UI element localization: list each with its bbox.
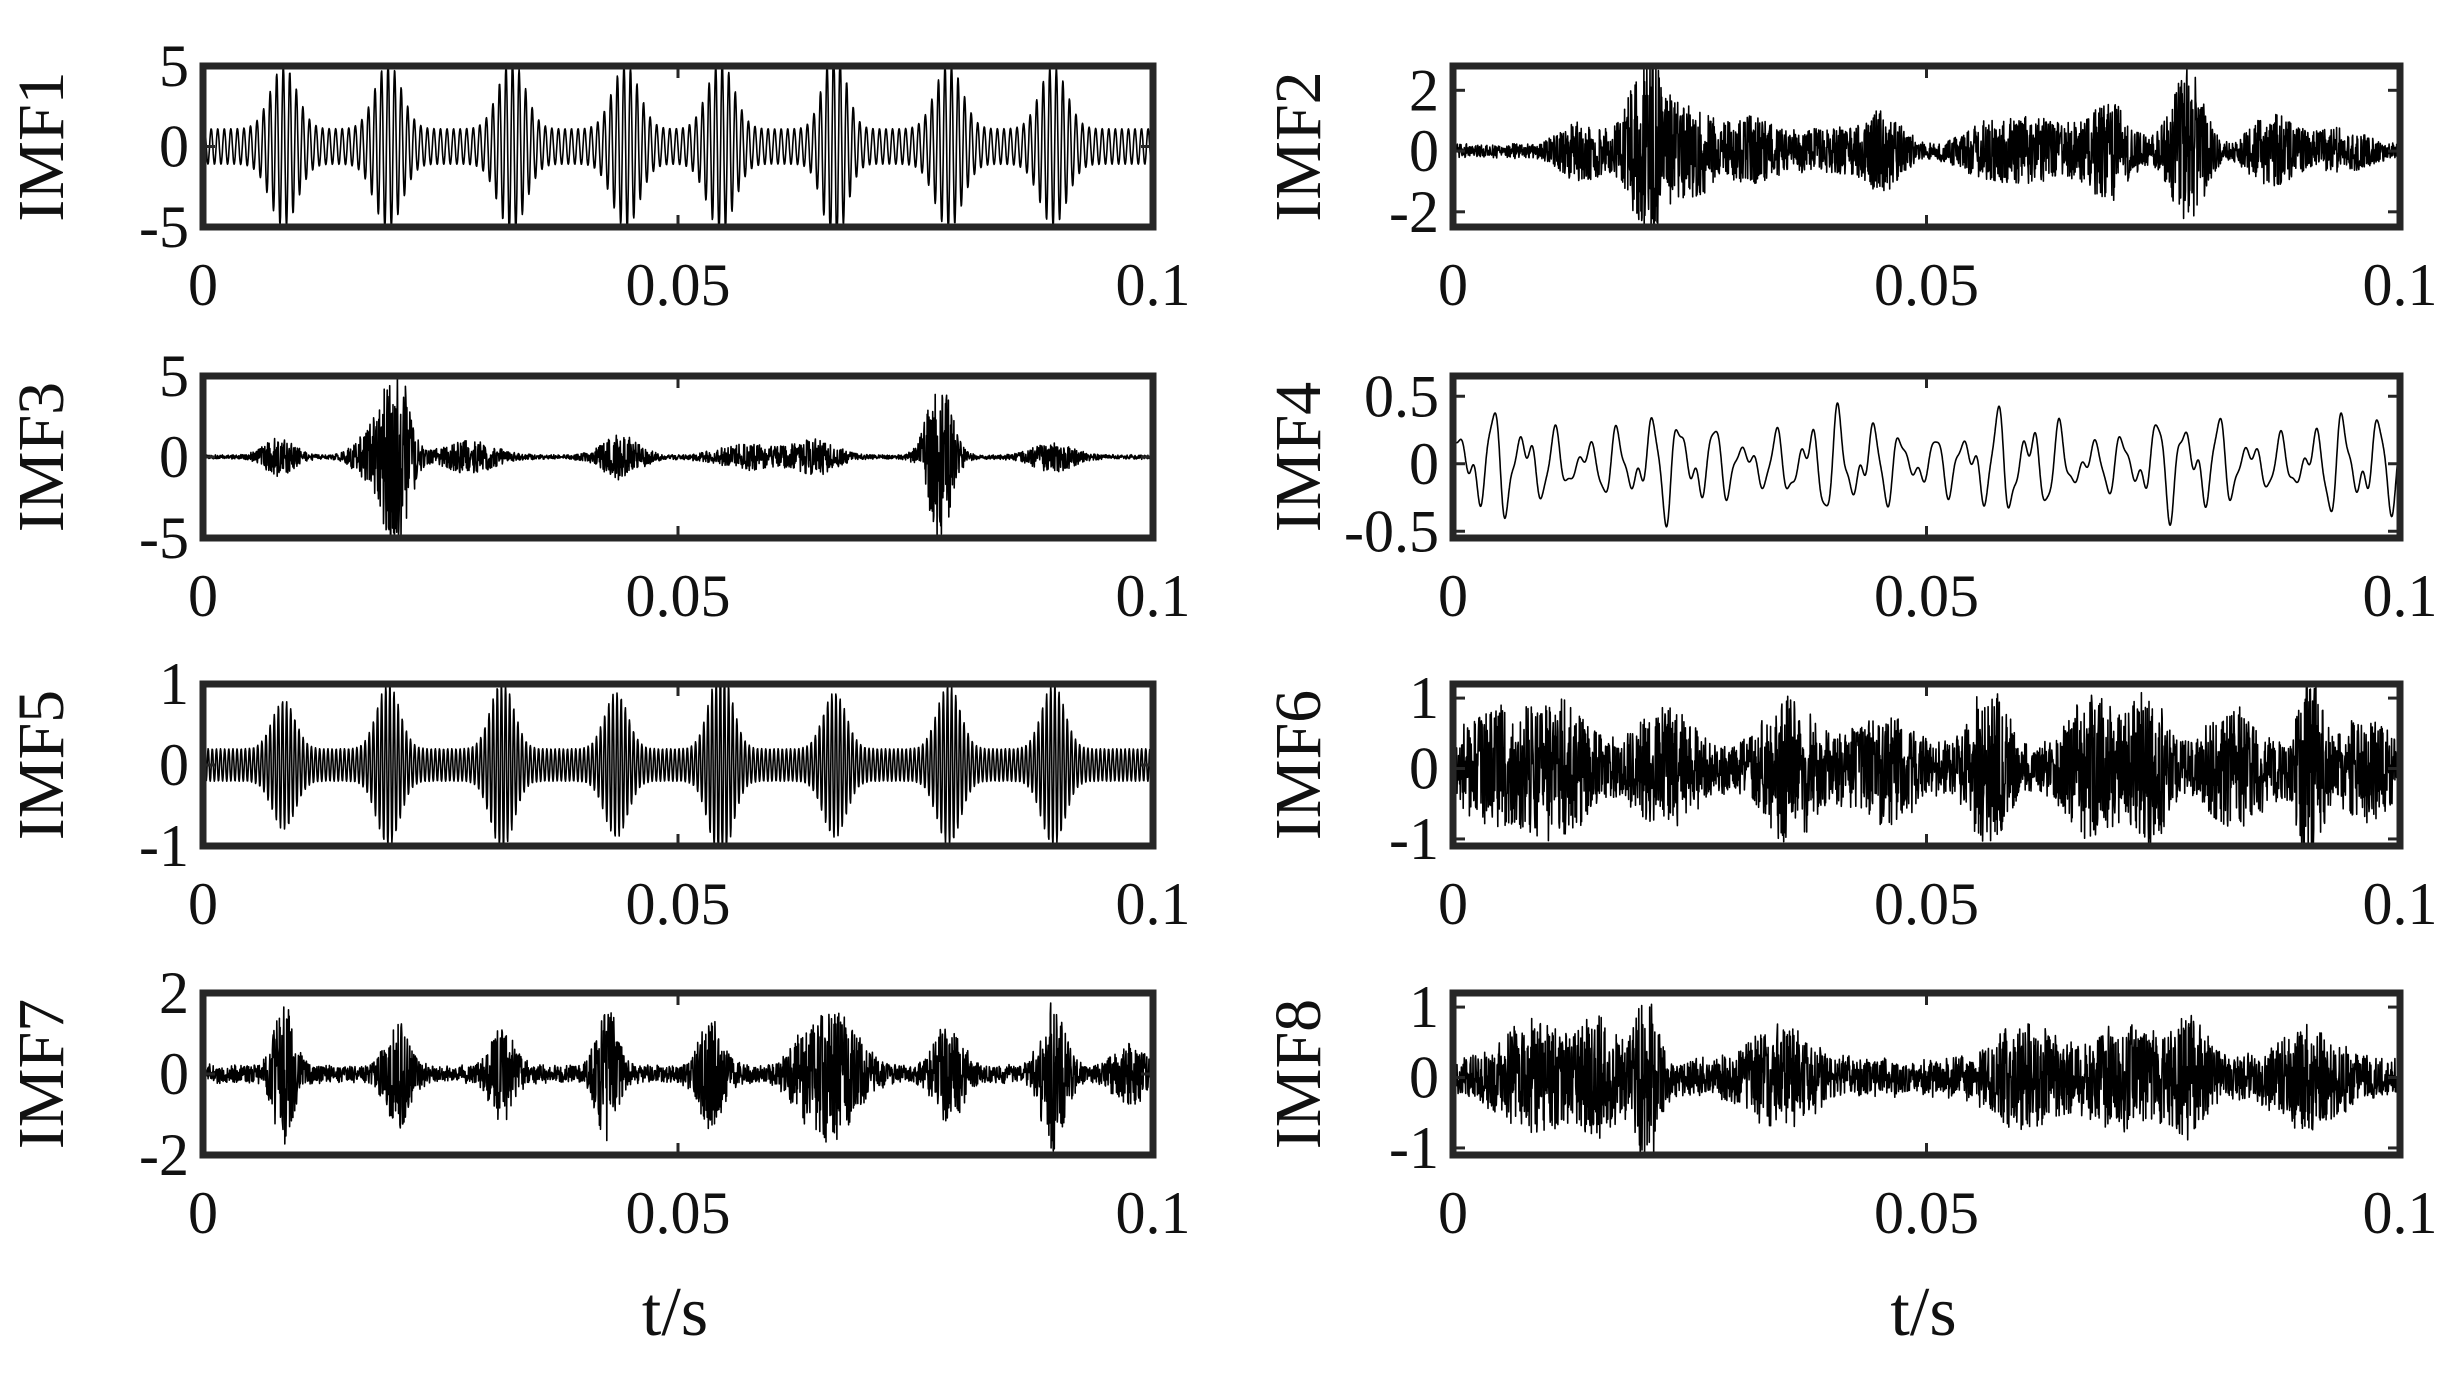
x-tick-label: 0.1 xyxy=(2363,871,2438,937)
signal-trace-imf4 xyxy=(1452,402,2401,528)
signal-trace-imf7 xyxy=(202,1002,1154,1152)
x-tick-label: 0.1 xyxy=(1116,563,1191,629)
y-axis-label: IMF2 xyxy=(1262,71,1335,221)
x-tick-label: 0.05 xyxy=(1874,563,1979,629)
y-tick-label: 0 xyxy=(159,114,189,180)
y-tick-label: -2 xyxy=(1389,179,1439,245)
signal-trace-imf8 xyxy=(1452,1003,2401,1156)
x-tick-label: 0.05 xyxy=(1874,252,1979,318)
y-tick-label: 5 xyxy=(159,33,189,99)
x-tick-label: 0 xyxy=(188,1180,218,1246)
x-axis-label: t/s xyxy=(1890,1274,1956,1351)
y-tick-label: -1 xyxy=(1389,806,1439,872)
x-tick-label: 0.1 xyxy=(2363,1180,2438,1246)
x-tick-label: 0 xyxy=(1438,563,1468,629)
signal-trace-imf2 xyxy=(1452,65,2401,228)
y-axis-label: IMF8 xyxy=(1262,999,1335,1149)
y-tick-label: 2 xyxy=(1409,57,1439,123)
y-tick-label: 0 xyxy=(1409,431,1439,497)
y-tick-label: 0.5 xyxy=(1364,363,1439,429)
signal-trace-imf6 xyxy=(1452,683,2401,847)
x-tick-label: 0 xyxy=(1438,252,1468,318)
x-tick-label: 0 xyxy=(1438,1180,1468,1246)
signal-trace-imf5 xyxy=(202,683,1154,847)
x-tick-label: 0.05 xyxy=(626,252,731,318)
x-tick-label: 0.1 xyxy=(1116,871,1191,937)
x-tick-label: 0.1 xyxy=(1116,252,1191,318)
y-tick-label: 0 xyxy=(159,732,189,798)
y-tick-label: -2 xyxy=(139,1122,189,1188)
y-axis-label: IMF4 xyxy=(1262,382,1335,532)
x-tick-label: 0.1 xyxy=(2363,563,2438,629)
y-tick-label: 0 xyxy=(1409,736,1439,802)
x-tick-label: 0.05 xyxy=(626,563,731,629)
x-tick-label: 0 xyxy=(188,871,218,937)
y-tick-label: 0 xyxy=(1409,118,1439,184)
y-axis-label: IMF3 xyxy=(5,382,78,532)
x-tick-label: 0.1 xyxy=(2363,252,2438,318)
signal-trace-imf1 xyxy=(202,65,1154,228)
signal-trace-imf3 xyxy=(202,376,1154,539)
y-tick-label: 0 xyxy=(1409,1045,1439,1111)
y-tick-label: 0 xyxy=(159,1041,189,1107)
x-tick-label: 0.05 xyxy=(626,1180,731,1246)
x-axis-label: t/s xyxy=(642,1274,708,1351)
y-tick-label: -5 xyxy=(139,505,189,571)
y-axis-label: IMF7 xyxy=(5,999,78,1149)
x-tick-label: 0.05 xyxy=(1874,1180,1979,1246)
y-tick-label: 1 xyxy=(1409,974,1439,1040)
y-tick-label: 1 xyxy=(159,651,189,717)
y-axis-label: IMF1 xyxy=(5,71,78,221)
y-axis-label: IMF5 xyxy=(5,690,78,840)
x-tick-label: 0 xyxy=(188,563,218,629)
y-tick-label: 5 xyxy=(159,343,189,409)
y-tick-label: -1 xyxy=(139,813,189,879)
y-axis-label: IMF6 xyxy=(1262,690,1335,840)
x-tick-label: 0.1 xyxy=(1116,1180,1191,1246)
x-tick-label: 0 xyxy=(188,252,218,318)
y-tick-label: 1 xyxy=(1409,665,1439,731)
y-tick-label: 2 xyxy=(159,960,189,1026)
y-tick-label: -1 xyxy=(1389,1115,1439,1181)
x-tick-label: 0.05 xyxy=(1874,871,1979,937)
x-tick-label: 0.05 xyxy=(626,871,731,937)
x-tick-label: 0 xyxy=(1438,871,1468,937)
y-tick-label: 0 xyxy=(159,424,189,490)
y-tick-label: -5 xyxy=(139,194,189,260)
y-tick-label: -0.5 xyxy=(1344,498,1439,564)
